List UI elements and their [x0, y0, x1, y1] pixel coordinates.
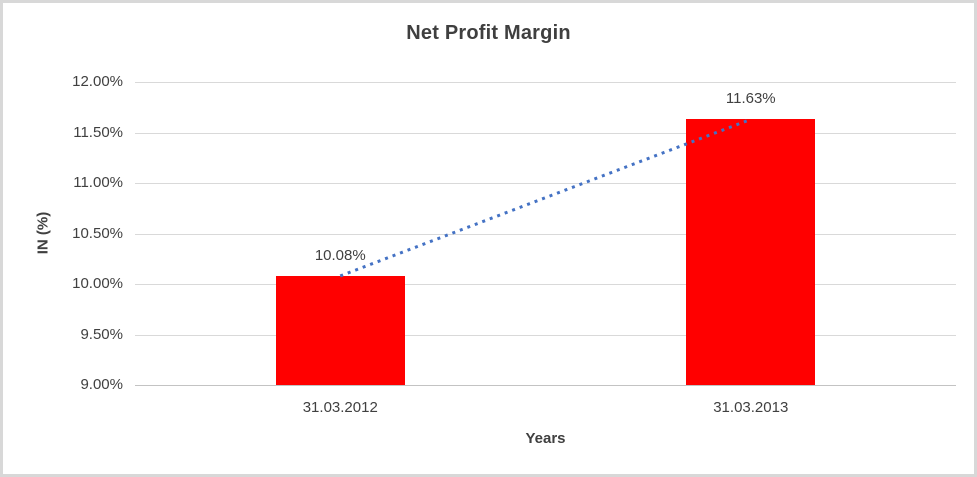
x-axis-line [135, 385, 956, 386]
y-axis-ticks: 12.00% 11.50% 11.00% 10.50% 10.00% 9.50% 9.00% [3, 73, 123, 393]
y-tick-label: 9.00% [80, 376, 123, 393]
x-tick-label: 31.03.2012 [302, 399, 378, 416]
y-tick-label: 11.00% [73, 174, 123, 191]
y-gridline [135, 183, 956, 184]
bar-31.03.2012 [275, 275, 405, 385]
y-tick-label: 11.50% [73, 123, 123, 141]
y-gridline [135, 284, 956, 285]
y-gridline [135, 334, 956, 336]
data-label-31.03.2012: 10.08% [314, 246, 366, 264]
y-gridline [135, 233, 956, 235]
y-tick-label: 9.50% [80, 325, 123, 343]
chart-title: Net Profit Margin [406, 22, 571, 44]
plot-area: 10.08% 11.63% [135, 82, 956, 386]
data-label-31.03.2013: 11.63% [725, 90, 776, 108]
x-tick-label: 31.03.2013 [713, 399, 789, 416]
y-tick-label: 10.00% [72, 275, 123, 292]
bar-31.03.2013 [686, 119, 816, 385]
x-axis-title: Years [525, 430, 566, 447]
x-axis-ticks: 31.03.2012 31.03.2013 [135, 399, 956, 419]
y-tick-label: 10.50% [72, 224, 123, 242]
y-tick-label: 12.00% [72, 73, 123, 90]
y-gridline [135, 82, 956, 83]
y-gridline [135, 132, 956, 134]
